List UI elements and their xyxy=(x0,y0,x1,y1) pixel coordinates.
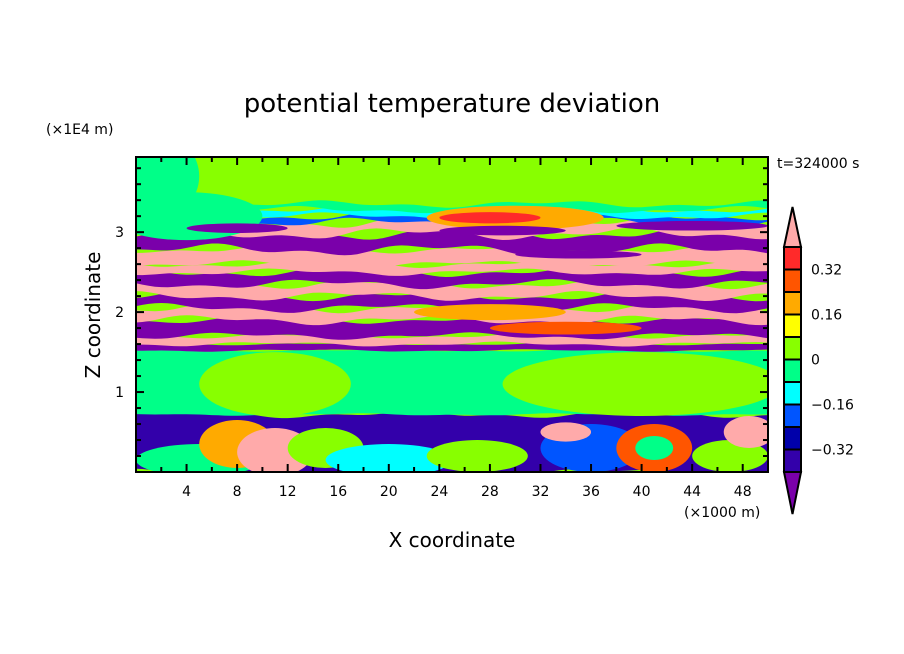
contour-blob xyxy=(439,225,566,236)
colorbar-label: 0.16 xyxy=(811,308,842,324)
colorbar-extend-max xyxy=(782,206,803,248)
x-tick-label: 32 xyxy=(532,484,550,500)
x-tick-label: 48 xyxy=(734,484,752,500)
x-tick-label: 28 xyxy=(481,484,499,500)
x-tick-label: 16 xyxy=(329,484,347,500)
contour-band xyxy=(136,227,768,256)
contour-blob xyxy=(439,212,541,224)
x-tick-label: 20 xyxy=(380,484,398,500)
x-unit-label: (×1000 m) xyxy=(684,505,760,521)
colorbar-box xyxy=(783,246,802,271)
y-tick-label: 2 xyxy=(115,305,124,321)
contour-blob xyxy=(414,304,566,321)
x-tick-label: 12 xyxy=(279,484,297,500)
contour-blob xyxy=(515,250,642,259)
colorbar-label: −0.32 xyxy=(811,443,854,459)
colorbar-box xyxy=(783,403,802,428)
colorbar-extend-min xyxy=(782,471,803,515)
contour-blob xyxy=(489,321,642,335)
x-tick-label: 4 xyxy=(182,484,191,500)
colorbar-box xyxy=(783,268,802,293)
colorbar-box xyxy=(783,313,802,338)
x-tick-label: 44 xyxy=(683,484,701,500)
contour-blob xyxy=(692,440,768,472)
x-tick-label: 24 xyxy=(430,484,448,500)
time-label: t=324000 s xyxy=(777,156,859,172)
y-tick-label: 3 xyxy=(115,225,124,241)
contour-band xyxy=(136,291,768,314)
x-axis-label: X coordinate xyxy=(389,528,516,552)
contour-band xyxy=(136,200,768,214)
contour-blob xyxy=(186,223,288,233)
colorbar-label: 0.32 xyxy=(811,263,842,279)
colorbar-box xyxy=(783,358,802,383)
colorbar-box xyxy=(783,291,802,316)
x-tick-label: 8 xyxy=(233,484,242,500)
plot-frame xyxy=(135,156,769,473)
colorbar-box xyxy=(783,381,802,406)
colorbar-box xyxy=(783,448,802,473)
colorbar: −0.32 −0.16 0 0.16 0.32 xyxy=(782,206,854,515)
contour-field xyxy=(136,157,768,472)
contour-blob xyxy=(723,416,768,449)
x-tick-label: 36 xyxy=(582,484,600,500)
contour-blob xyxy=(199,352,351,417)
contour-blob xyxy=(426,440,528,472)
y-tick-label: 1 xyxy=(115,385,124,401)
contour-blob xyxy=(502,352,768,417)
colorbar-label: 0 xyxy=(811,353,820,369)
y-axis-label: Z coordinate xyxy=(81,252,105,379)
colorbar-box xyxy=(783,336,802,361)
colorbar-box xyxy=(783,426,802,451)
contour-blob xyxy=(136,192,263,241)
contour-blob xyxy=(635,436,674,461)
x-tick-label: 40 xyxy=(633,484,651,500)
contour-blob xyxy=(325,444,452,472)
chart-title: potential temperature deviation xyxy=(244,89,660,119)
contour-blob xyxy=(540,422,592,442)
y-unit-label: (×1E4 m) xyxy=(46,122,113,138)
contour-blob xyxy=(616,220,768,231)
colorbar-label: −0.16 xyxy=(811,398,854,414)
